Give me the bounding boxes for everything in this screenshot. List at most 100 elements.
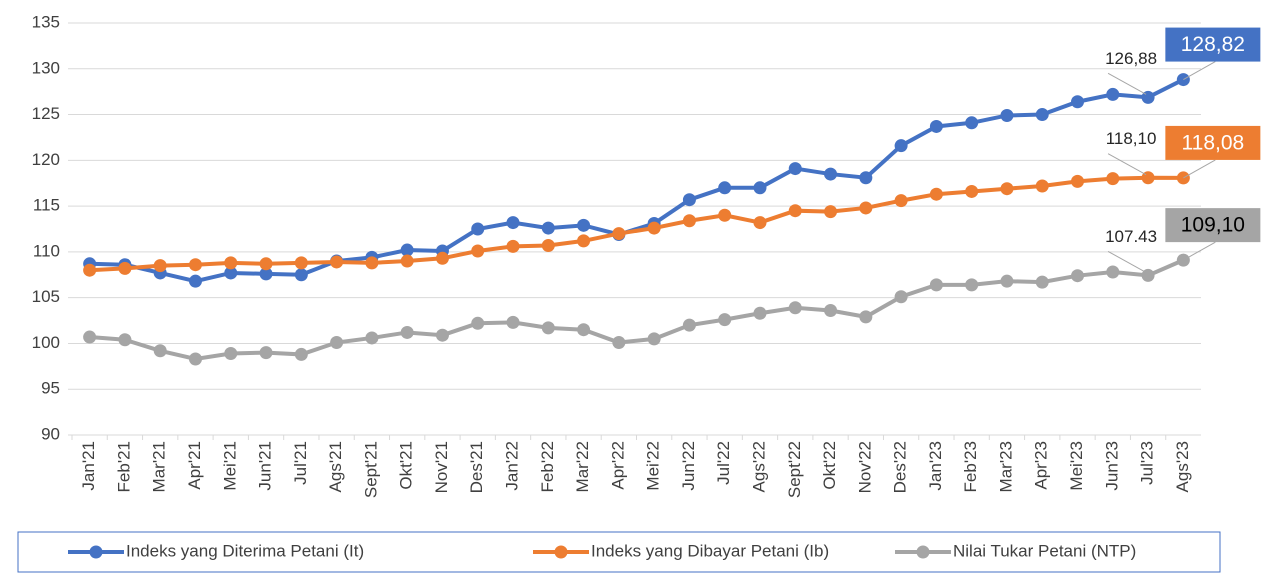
data-label: 126,88 xyxy=(1105,49,1157,68)
data-point xyxy=(294,256,308,270)
x-tick-label: Jan'23 xyxy=(926,441,945,491)
x-tick-label: Feb'21 xyxy=(114,441,133,492)
x-tick-label: Nov'21 xyxy=(432,441,451,493)
y-tick-label: 130 xyxy=(32,58,60,77)
x-tick-label: Mar'23 xyxy=(996,441,1015,492)
x-tick-label: Apr'21 xyxy=(185,441,204,490)
data-point xyxy=(188,352,202,366)
x-tick-label: Nov'22 xyxy=(855,441,874,493)
data-point xyxy=(824,205,838,219)
x-tick-label: Sept'22 xyxy=(785,441,804,498)
data-point xyxy=(577,218,591,232)
y-tick-label: 115 xyxy=(33,196,60,215)
data-point xyxy=(612,336,626,350)
x-tick-label: Jun'21 xyxy=(256,441,275,491)
data-point xyxy=(1000,274,1014,288)
data-point xyxy=(824,303,838,317)
x-tick-label: Jul'21 xyxy=(291,441,310,485)
data-point xyxy=(330,255,344,269)
data-point xyxy=(612,227,626,241)
data-point xyxy=(506,239,520,253)
data-point xyxy=(365,256,379,270)
legend-label: Indeks yang Diterima Petani (It) xyxy=(126,541,364,560)
data-point xyxy=(1000,182,1014,196)
data-point xyxy=(647,332,661,346)
leader-line xyxy=(1107,72,1147,95)
label-box xyxy=(1165,208,1261,243)
y-tick-label: 110 xyxy=(33,241,60,260)
legend-label: Nilai Tukar Petani (NTP) xyxy=(953,541,1136,560)
data-point xyxy=(894,139,908,153)
data-point xyxy=(506,216,520,230)
label-box xyxy=(1165,125,1261,160)
data-point xyxy=(118,261,132,275)
data-point xyxy=(1035,275,1049,289)
x-tick-label: Mei'23 xyxy=(1067,441,1086,491)
leader-line xyxy=(1183,241,1216,261)
y-tick-label: 90 xyxy=(41,424,60,443)
x-tick-label: Mar'22 xyxy=(573,441,592,492)
data-point xyxy=(859,171,873,185)
x-tick-label: Des'21 xyxy=(467,441,486,493)
data-label: 107.43 xyxy=(1105,227,1157,246)
x-tick-label: Ags'22 xyxy=(749,441,768,492)
data-point xyxy=(1071,174,1085,188)
data-point xyxy=(294,268,308,282)
x-tick-label: Jul'22 xyxy=(714,441,733,485)
data-point xyxy=(541,221,555,235)
data-label: 118,08 xyxy=(1182,131,1245,154)
data-point xyxy=(929,187,943,201)
y-tick-label: 135 xyxy=(32,12,60,31)
data-point xyxy=(224,347,238,361)
y-tick-label: 125 xyxy=(32,104,60,123)
x-tick-label: Apr'23 xyxy=(1032,441,1051,490)
x-tick-label: Apr'22 xyxy=(608,441,627,490)
data-point xyxy=(824,167,838,181)
legend-marker xyxy=(89,545,103,559)
x-tick-label: Ags'21 xyxy=(326,441,345,492)
leader-line xyxy=(1107,250,1147,273)
leader-line xyxy=(1183,159,1216,179)
x-tick-label: Okt'22 xyxy=(820,441,839,490)
data-point xyxy=(1106,265,1120,279)
data-point xyxy=(330,336,344,350)
data-point xyxy=(647,221,661,235)
data-point xyxy=(294,347,308,361)
data-point xyxy=(153,259,167,273)
data-point xyxy=(718,208,732,222)
data-point xyxy=(1106,87,1120,101)
data-point xyxy=(153,344,167,358)
legend-marker xyxy=(554,545,568,559)
y-tick-label: 105 xyxy=(32,287,60,306)
data-point xyxy=(577,234,591,248)
data-point xyxy=(506,315,520,329)
data-point xyxy=(859,201,873,215)
data-point xyxy=(83,263,97,277)
leader-line xyxy=(1183,61,1216,81)
data-point xyxy=(1035,108,1049,122)
data-point xyxy=(682,193,696,207)
data-point xyxy=(894,290,908,304)
data-point xyxy=(1071,95,1085,109)
data-point xyxy=(965,278,979,292)
data-point xyxy=(259,267,273,281)
x-tick-label: Jun'23 xyxy=(1102,441,1121,491)
series-line xyxy=(89,77,1185,284)
x-tick-label: Jan'21 xyxy=(79,441,98,491)
data-label: 118,10 xyxy=(1106,129,1157,148)
x-tick-label: Jul'23 xyxy=(1138,441,1157,485)
legend-marker xyxy=(916,545,930,559)
data-point xyxy=(753,216,767,230)
data-point xyxy=(471,222,485,236)
data-point xyxy=(894,194,908,208)
data-point xyxy=(188,258,202,272)
data-point xyxy=(118,333,132,347)
data-point xyxy=(471,316,485,330)
data-point xyxy=(965,184,979,198)
data-point xyxy=(682,318,696,332)
legend-box xyxy=(17,531,1221,573)
data-point xyxy=(1106,172,1120,186)
data-point xyxy=(259,257,273,271)
x-tick-label: Ags'23 xyxy=(1173,441,1192,492)
data-point xyxy=(541,238,555,252)
